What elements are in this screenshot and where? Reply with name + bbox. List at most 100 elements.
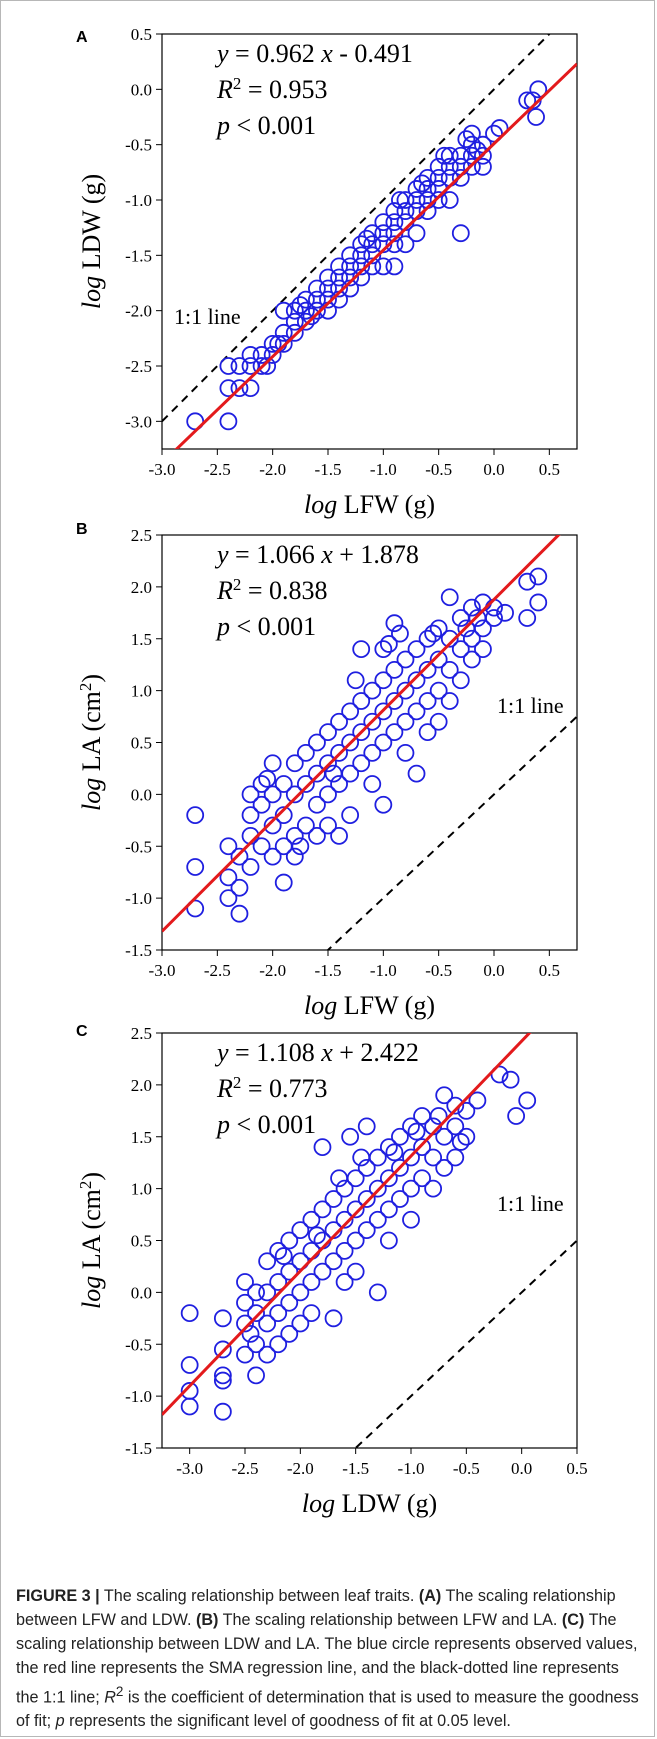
data-point [280,1231,299,1250]
data-point [529,80,548,99]
y-tick-label: 1.5 [131,630,152,649]
data-point [396,202,415,220]
plot-frame [161,33,578,450]
data-point [274,806,293,825]
data-point [462,124,481,143]
data-point [285,323,304,342]
one-to-one-line [354,1239,577,1448]
data-point [324,1252,343,1271]
data-point [308,301,326,320]
data-point [280,1293,299,1312]
data-point [413,1169,431,1188]
data-point [291,1221,310,1240]
panel-letter: A [76,29,88,46]
data-point [352,235,371,254]
data-point [379,1169,398,1188]
data-point [346,1200,365,1219]
data-point [341,246,360,265]
data-point [363,235,382,254]
regression-line [162,535,561,933]
data-point [391,191,409,209]
data-point [274,1247,293,1265]
data-point [341,733,360,752]
figure-caption: FIGURE 3 | The scaling relationship betw… [16,1584,643,1733]
data-point [247,1366,265,1385]
data-point [335,1241,354,1260]
y-tick-label: 0.0 [131,80,152,99]
data-point [319,785,337,804]
data-point [341,257,360,276]
data-point [518,91,537,110]
data-point [313,1138,332,1157]
data-point [357,1190,376,1208]
data-point [252,346,271,364]
data-point [457,1101,476,1120]
data-point [396,743,415,762]
data-point [241,346,260,364]
one-to-one-label: 1:1 line [497,693,564,718]
data-point [186,858,205,876]
panel-letter: B [76,521,88,538]
data-point [385,660,404,679]
data-point [474,157,492,176]
data-point [291,296,310,315]
data-point [363,743,382,762]
r-squared-label: R2 = 0.773 [216,1073,328,1104]
data-point [446,1096,465,1115]
data-point [457,619,476,638]
x-tick-label: 0.5 [539,460,560,479]
caption-text-2: The scaling relationship between LFW and… [16,1587,616,1629]
data-point [319,268,337,287]
y-tick-label: -3.0 [125,412,152,431]
data-point [407,224,426,243]
data-point [363,224,382,243]
caption-text-6: represents the significant level of good… [64,1712,511,1731]
data-point [296,743,315,762]
data-point [440,692,459,710]
data-point [507,1107,526,1125]
x-tick-label: 0.0 [483,961,504,980]
data-point [490,119,509,137]
data-point [429,681,448,700]
y-tick-label: -1.5 [125,1439,152,1458]
data-point [529,567,548,586]
data-point [258,1314,277,1333]
data-point [429,619,448,638]
data-point [352,257,371,276]
y-tick-label: 1.0 [131,1180,152,1199]
data-point [374,224,393,243]
data-point [302,1210,321,1229]
caption-text-3: The scaling relationship between LFW and… [218,1611,562,1629]
y-tick-label: -0.5 [125,1335,152,1354]
data-point [374,671,393,690]
data-point [258,1345,277,1364]
caption-r-sup: 2 [115,1684,124,1699]
data-point [247,1283,265,1302]
x-tick-label: -3.0 [149,961,176,980]
data-point [341,1127,360,1146]
figure-svg: A -3.0 -2.5 -2.0 -1.5 -1.0 -0.5 0.0 0.5 -3.0 -2.5 -… [76,25,588,1518]
data-point [418,180,437,198]
data-point [407,671,426,690]
x-tick-label: 0.0 [483,460,504,479]
data-point [341,702,360,721]
y-tick-label: 0.0 [131,785,152,804]
r-squared-label: R2 = 0.838 [216,575,328,606]
data-point [324,764,343,783]
data-point [374,257,393,276]
data-point [462,598,481,617]
data-point [330,775,348,793]
data-point [230,878,249,897]
panel-c: C -3.0 -2.5 -2.0 -1.5 -1.0 -0.5 0.0 0.5 -1.5 -1.0 -… [76,1023,588,1518]
x-tick-label: -2.0 [259,460,286,479]
data-point [241,1324,260,1343]
data-point [302,307,321,326]
data-point [496,603,514,622]
data-point [213,1340,232,1359]
data-point [241,858,260,876]
x-tick-label: -0.5 [425,961,452,980]
x-tick-label: -1.5 [315,460,342,479]
data-point [501,1070,520,1089]
data-point [324,1309,343,1328]
